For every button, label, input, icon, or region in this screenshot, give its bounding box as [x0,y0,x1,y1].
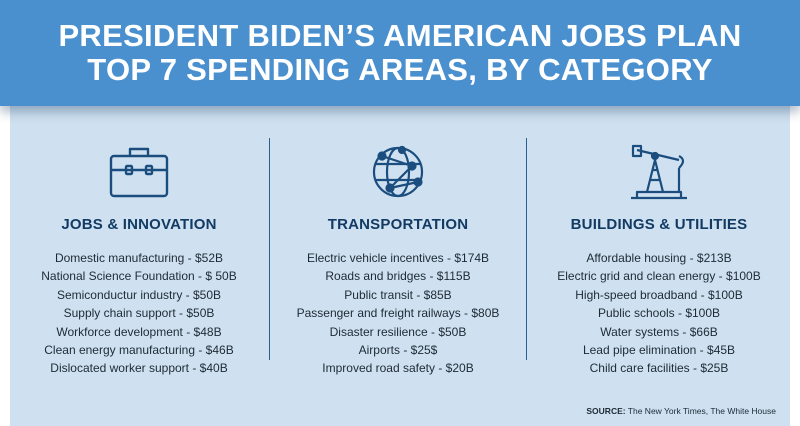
category-buildings-utilities: BUILDINGS & UTILITIES Affordable housing… [528,140,790,400]
content-panel: JOBS & INNOVATION Domestic manufacturing… [10,106,790,426]
category-transportation: TRANSPORTATION Electric vehicle incentiv… [270,140,526,400]
column-divider [269,138,270,360]
category-title: TRANSPORTATION [327,216,469,233]
title-line-2: TOP 7 SPENDING AREAS, BY CATEGORY [87,52,713,87]
spending-list: Affordable housing - $213B Electric grid… [557,249,760,378]
list-item: Child care facilities - $25B [589,361,729,376]
list-item: Disaster resilience - $50B [329,324,467,339]
spending-list: Electric vehicle incentives - $174B Road… [297,249,500,378]
oil-pump-icon [624,140,694,204]
source-note: SOURCE: The New York Times, The White Ho… [586,406,776,416]
list-item: Semiconductur industry - $50B [56,287,222,302]
list-item: Electric vehicle incentives - $174B [306,251,490,265]
category-title: BUILDINGS & UTILITIES [570,216,748,233]
source-text: The New York Times, The White House [625,406,776,416]
list-item: Clean energy manufacturing - $46B [44,343,234,358]
list-item: Water systems - $66B [600,324,718,339]
list-item: Electric grid and clean energy - $100B [557,269,761,284]
spending-list: Domestic manufacturing - $52B National S… [41,249,236,378]
list-item: Workforce development - $48B [56,324,222,339]
category-title: JOBS & INNOVATION [61,216,217,233]
list-item: Airports - $25$ [358,343,438,358]
list-item: Affordable housing - $213B [586,251,732,265]
list-item: Dislocated worker support - $40B [50,361,228,376]
list-item: Roads and bridges - $115B [325,269,471,284]
briefcase-icon [104,140,174,204]
list-item: Domestic manufacturing - $52B [54,251,224,265]
list-item: National Science Foundation - $ 50B [41,269,237,284]
list-item: High-speed broadband - $100B [575,287,743,302]
list-item: Supply chain support - $50B [63,306,215,321]
category-jobs-innovation: JOBS & INNOVATION Domestic manufacturing… [10,140,268,400]
list-item: Lead pipe elimination - $45B [582,343,736,358]
column-divider [526,138,527,360]
list-item: Improved road safety - $20B [322,361,474,376]
title-line-1: PRESIDENT BIDEN’S AMERICAN JOBS PLAN [58,18,742,53]
title-banner: PRESIDENT BIDEN’S AMERICAN JOBS PLAN TOP… [0,0,800,106]
source-label: SOURCE: [586,406,626,416]
list-item: Public schools - $100B [597,306,721,321]
list-item: Public transit - $85B [344,287,452,302]
globe-network-icon [363,140,433,204]
list-item: Passenger and freight railways - $80B [296,306,500,321]
